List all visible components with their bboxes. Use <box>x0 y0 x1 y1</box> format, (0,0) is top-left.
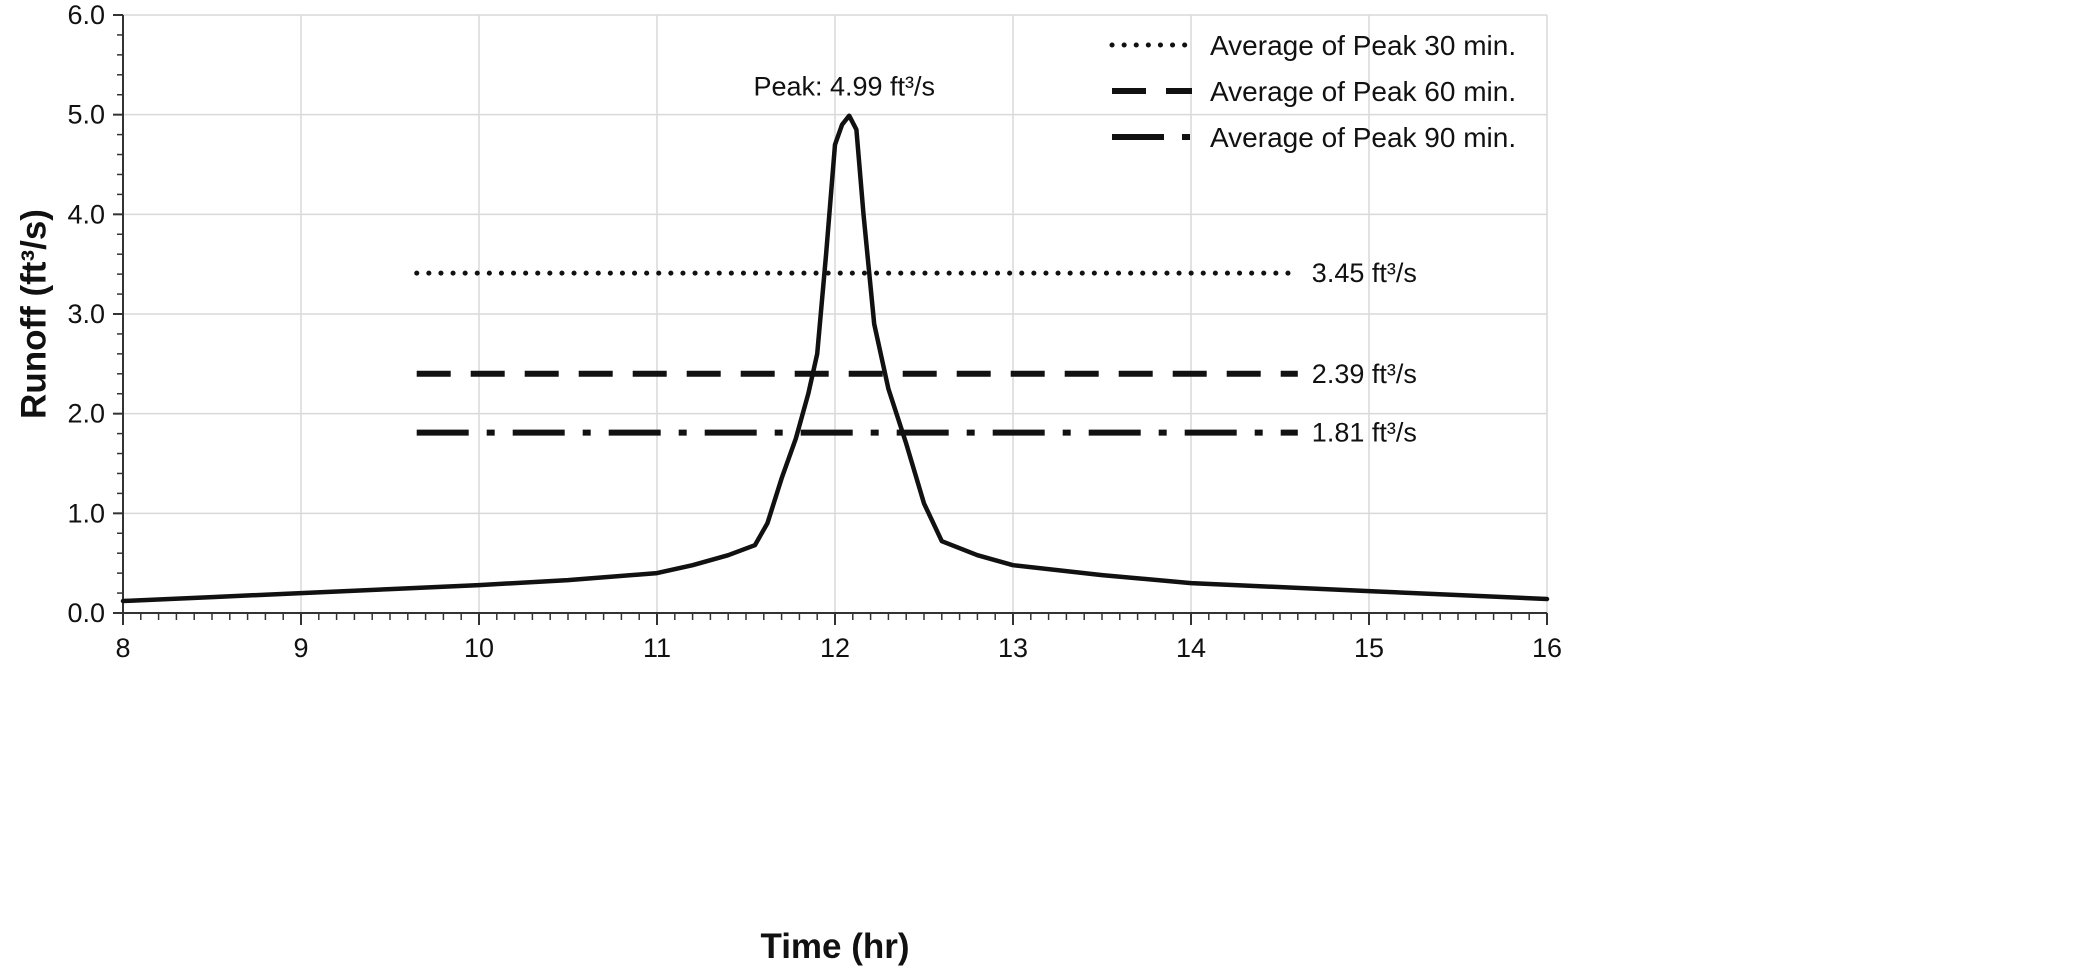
series-lines <box>120 113 1550 604</box>
legend: Average of Peak 30 min. Average of Peak 6… <box>1109 30 1516 153</box>
y-tick-label: 2.0 <box>67 399 105 429</box>
x-tick-label: 16 <box>1532 633 1562 663</box>
series-value-label: 2.39 ft³/s <box>1312 359 1417 389</box>
y-tick-label: 4.0 <box>67 199 105 229</box>
legend-entry: Average of Peak 90 min. <box>1210 122 1516 153</box>
x-tick-label: 11 <box>643 633 671 663</box>
series-value-label: 3.45 ft³/s <box>1312 258 1417 288</box>
y-tick-label: 6.0 <box>67 0 105 30</box>
hydrograph-line <box>120 113 1550 604</box>
x-tick-label: 8 <box>115 633 130 663</box>
x-tick-label: 14 <box>1176 633 1206 663</box>
x-tick-label: 9 <box>293 633 308 663</box>
y-tick-label: 3.0 <box>67 299 105 329</box>
y-tick-label: 0.0 <box>67 598 105 628</box>
x-tick-label: 10 <box>464 633 494 663</box>
y-axis-title: Runoff (ft³/s) <box>14 209 53 419</box>
peak-annotation: Peak: 4.99 ft³/s <box>753 72 935 102</box>
x-tick-label: 13 <box>998 633 1028 663</box>
grid-lines <box>123 14 1548 613</box>
y-tick-label: 1.0 <box>67 498 105 528</box>
x-tick-label: 15 <box>1354 633 1384 663</box>
series-value-label: 1.81 ft³/s <box>1312 418 1417 448</box>
x-tick-label: 12 <box>820 633 850 663</box>
annotations: 3.45 ft³/s 2.39 ft³/s 1.81 ft³/s Peak: 4.99… <box>753 72 1416 448</box>
y-tick-label: 5.0 <box>67 100 105 130</box>
legend-entry: Average of Peak 30 min. <box>1210 30 1516 61</box>
axes: 8 9 10 11 12 13 14 15 16 0.0 1.0 2.0 3.0 4.0 5.0 6.0 <box>67 0 1562 663</box>
legend-entry: Average of Peak 60 min. <box>1210 76 1516 107</box>
x-axis-title: Time (hr) <box>760 927 909 966</box>
